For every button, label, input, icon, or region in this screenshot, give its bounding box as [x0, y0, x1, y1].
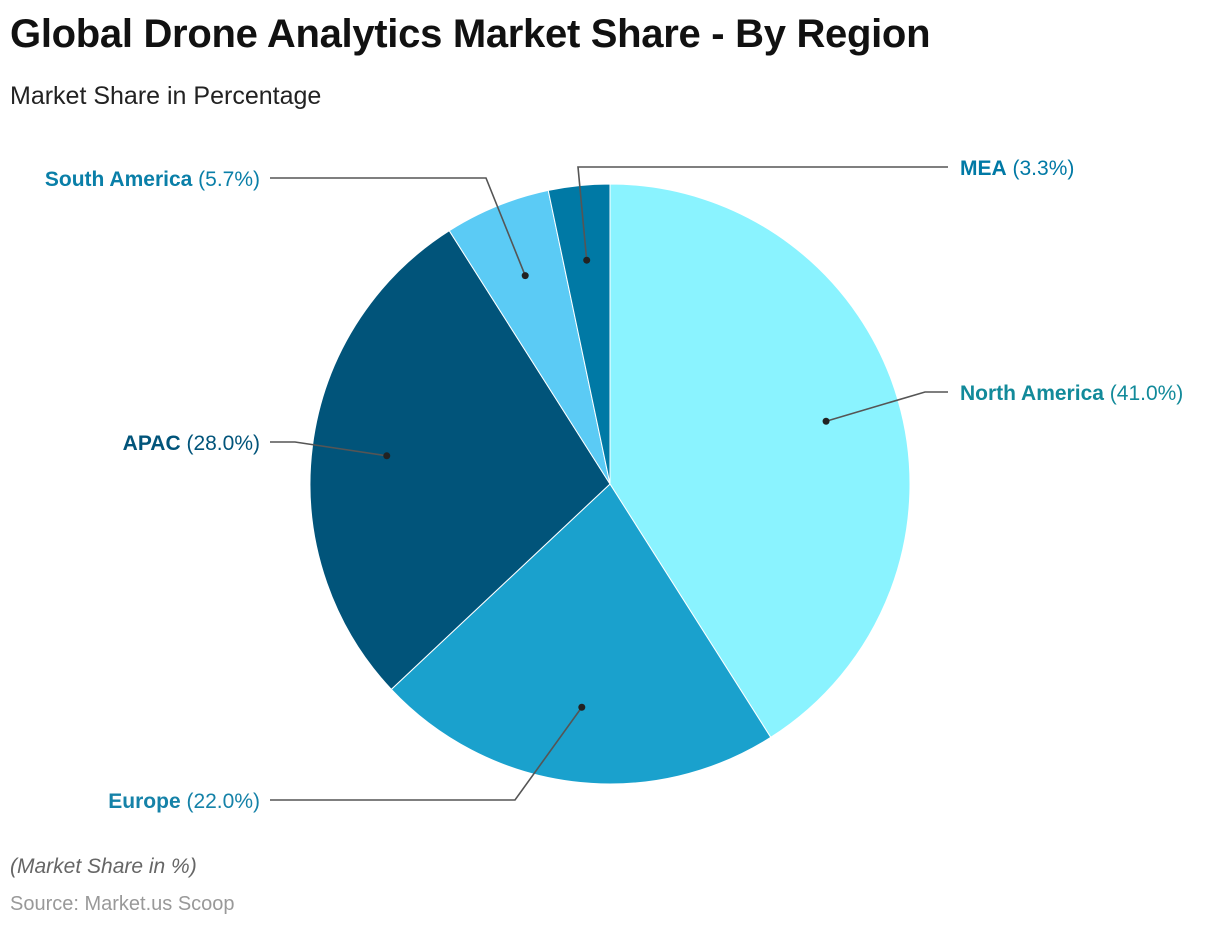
- label-value: (3.3%): [1007, 157, 1075, 180]
- slice-apac: [309, 230, 611, 691]
- label-name: South America: [45, 168, 193, 191]
- leader-line-south-america: [270, 177, 526, 276]
- leader-dot-south-america: [521, 272, 529, 280]
- data-label-europe: Europe (22.0%): [108, 790, 260, 813]
- leader-dot-north-america: [822, 417, 830, 425]
- slice-europe: [390, 483, 772, 785]
- leader-dot-europe: [578, 703, 586, 711]
- data-label-apac: APAC (28.0%): [123, 432, 260, 455]
- label-name: Europe: [108, 790, 180, 813]
- leader-line-north-america: [825, 391, 948, 422]
- leader-dot-apac: [383, 452, 391, 460]
- leader-dot-mea: [583, 256, 591, 264]
- leader-line-mea: [577, 166, 948, 261]
- chart-subtitle: Market Share in Percentage: [10, 82, 322, 110]
- label-value: (5.7%): [192, 168, 260, 191]
- label-name: APAC: [123, 432, 181, 455]
- footnote: (Market Share in %): [10, 855, 197, 878]
- label-value: (28.0%): [181, 432, 260, 455]
- label-name: MEA: [960, 157, 1007, 180]
- label-value: (22.0%): [181, 790, 260, 813]
- data-label-north-america: North America (41.0%): [960, 382, 1183, 405]
- leader-line-europe: [270, 706, 583, 801]
- label-name: North America: [960, 382, 1104, 405]
- data-label-south-america: South America (5.7%): [45, 168, 260, 191]
- leader-line-apac: [270, 441, 387, 457]
- source: Source: Market.us Scoop: [10, 893, 235, 915]
- data-label-mea: MEA (3.3%): [960, 157, 1074, 180]
- label-value: (41.0%): [1104, 382, 1183, 405]
- chart-title: Global Drone Analytics Market Share - By…: [10, 12, 931, 56]
